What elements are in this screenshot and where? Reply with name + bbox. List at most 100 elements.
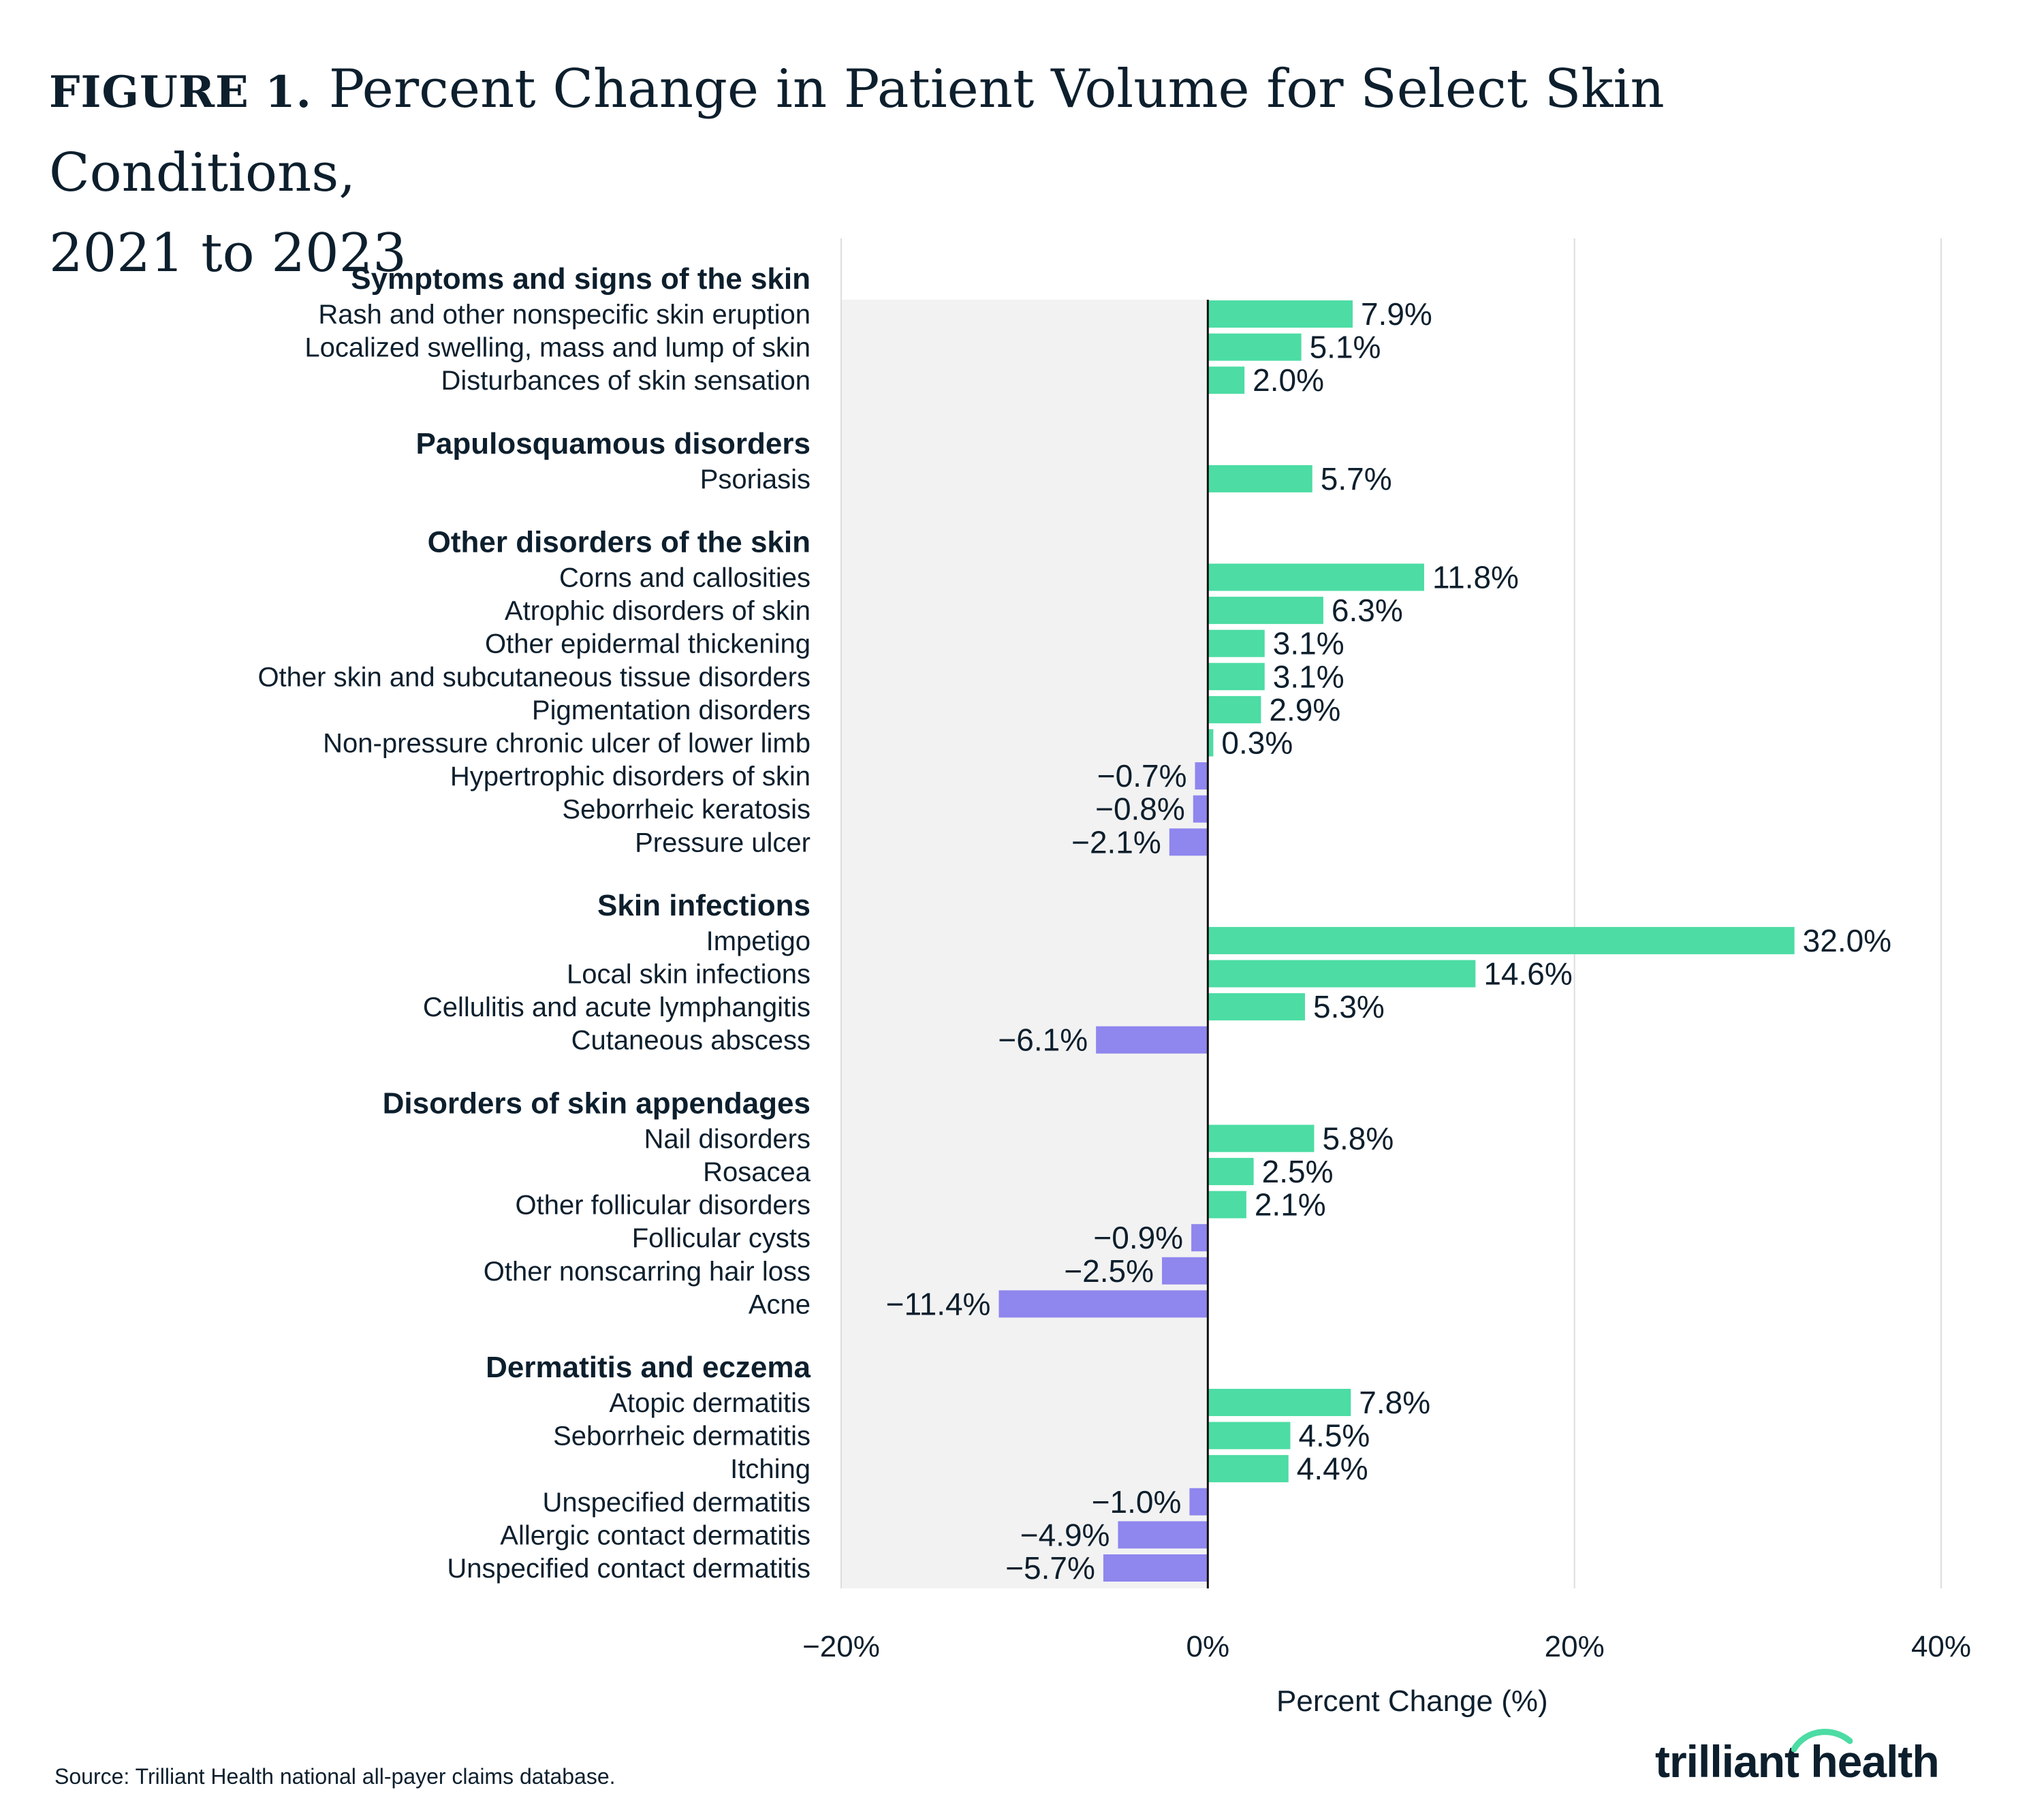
- bar-2-2: [1208, 629, 1265, 657]
- value-label-5-5: −5.7%: [1005, 1550, 1095, 1586]
- bar-4-5: [998, 1290, 1208, 1318]
- group-label-5: Dermatitis and eczema: [486, 1351, 811, 1384]
- category-label-2-8: Pressure ulcer: [635, 828, 811, 858]
- value-label-0-1: 5.1%: [1310, 330, 1381, 365]
- bar-3-2: [1208, 993, 1305, 1021]
- value-label-3-1: 14.6%: [1483, 956, 1572, 992]
- bar-4-0: [1208, 1125, 1315, 1152]
- category-label-2-3: Other skin and subcutaneous tissue disor…: [257, 662, 811, 692]
- category-label-4-4: Other nonscarring hair loss: [484, 1257, 811, 1287]
- bar-4-3: [1191, 1224, 1208, 1252]
- title-line-2: 2021 to 2023: [49, 223, 407, 284]
- bar-4-4: [1162, 1257, 1208, 1285]
- x-tick-label-3: 40%: [1911, 1630, 1971, 1663]
- bar-1-0: [1208, 465, 1312, 492]
- bar-2-6: [1195, 762, 1208, 790]
- bar-4-2: [1208, 1191, 1246, 1219]
- value-label-2-4: 2.9%: [1269, 692, 1340, 727]
- bar-3-1: [1208, 960, 1476, 988]
- bar-0-0: [1208, 300, 1353, 328]
- category-label-1-0: Psoriasis: [700, 465, 811, 495]
- category-label-4-2: Other follicular disorders: [516, 1191, 811, 1221]
- bar-2-5: [1208, 729, 1214, 757]
- value-label-2-7: −0.8%: [1095, 791, 1185, 827]
- value-label-0-2: 2.0%: [1253, 362, 1324, 398]
- category-label-5-1: Seborrheic dermatitis: [553, 1422, 811, 1452]
- value-label-3-3: −6.1%: [998, 1022, 1088, 1058]
- category-label-5-3: Unspecified dermatitis: [543, 1488, 811, 1518]
- x-tick-label-0: −20%: [802, 1630, 880, 1663]
- value-label-5-2: 4.4%: [1297, 1451, 1368, 1486]
- category-label-3-2: Cellulitis and acute lymphangitis: [423, 992, 811, 1022]
- value-label-3-2: 5.3%: [1313, 989, 1385, 1024]
- group-label-3: Skin infections: [597, 889, 811, 922]
- category-label-0-2: Disturbances of skin sensation: [441, 366, 811, 396]
- bar-5-5: [1103, 1554, 1208, 1582]
- bar-2-7: [1193, 795, 1208, 823]
- group-label-2: Other disorders of the skin: [428, 525, 811, 559]
- value-label-4-2: 2.1%: [1255, 1187, 1326, 1223]
- bar-3-3: [1096, 1026, 1208, 1054]
- x-tick-label-2: 20%: [1545, 1630, 1605, 1663]
- bar-5-1: [1208, 1422, 1291, 1449]
- value-label-2-2: 3.1%: [1273, 626, 1344, 661]
- category-label-5-5: Unspecified contact dermatitis: [447, 1554, 811, 1584]
- category-label-4-1: Rosacea: [703, 1157, 811, 1187]
- figure-prefix: FIGURE 1.: [49, 67, 312, 118]
- value-label-5-1: 4.5%: [1298, 1418, 1370, 1454]
- bar-2-4: [1208, 695, 1261, 723]
- category-label-3-3: Cutaneous abscess: [571, 1026, 811, 1056]
- bar-5-4: [1118, 1521, 1208, 1549]
- x-axis-title: Percent Change (%): [1276, 1684, 1548, 1718]
- category-label-2-0: Corns and callosities: [559, 563, 811, 593]
- value-label-5-4: −4.9%: [1020, 1517, 1110, 1552]
- value-label-4-4: −2.5%: [1064, 1253, 1154, 1289]
- category-label-2-2: Other epidermal thickening: [485, 629, 811, 659]
- negative-region-shading: [841, 300, 1208, 1588]
- group-label-4: Disorders of skin appendages: [383, 1086, 811, 1120]
- bar-2-8: [1169, 828, 1208, 856]
- value-label-2-1: 6.3%: [1332, 593, 1403, 628]
- category-label-3-0: Impetigo: [706, 926, 811, 956]
- category-label-2-6: Hypertrophic disorders of skin: [450, 762, 811, 791]
- category-label-5-0: Atopic dermatitis: [609, 1388, 811, 1418]
- bar-2-0: [1208, 563, 1424, 591]
- chart-title: FIGURE 1. Percent Change in Patient Volu…: [49, 49, 1956, 294]
- value-label-4-3: −0.9%: [1093, 1220, 1183, 1255]
- category-label-4-3: Follicular cysts: [632, 1223, 811, 1253]
- logo-swoosh-icon: [1791, 1729, 1853, 1753]
- group-label-0: Symptoms and signs of the skin: [351, 262, 811, 296]
- bar-2-3: [1208, 663, 1265, 691]
- value-label-0-0: 7.9%: [1361, 296, 1432, 332]
- category-label-0-0: Rash and other nonspecific skin eruption: [318, 300, 811, 330]
- value-label-5-0: 7.8%: [1359, 1385, 1430, 1420]
- bar-5-2: [1208, 1455, 1289, 1483]
- category-label-2-7: Seborrheic keratosis: [562, 795, 811, 825]
- value-label-4-5: −11.4%: [886, 1286, 991, 1321]
- title-line-1: Percent Change in Patient Volume for Sel…: [49, 59, 1665, 204]
- category-label-5-4: Allergic contact dermatitis: [500, 1520, 811, 1550]
- value-label-4-1: 2.5%: [1262, 1154, 1334, 1189]
- group-label-1: Papulosquamous disorders: [416, 427, 811, 460]
- value-label-4-0: 5.8%: [1322, 1120, 1394, 1156]
- bar-3-0: [1208, 926, 1795, 954]
- source-note: Source: Trilliant Health national all-pa…: [54, 1764, 616, 1789]
- category-label-5-2: Itching: [730, 1454, 811, 1484]
- bar-0-2: [1208, 366, 1245, 394]
- category-label-2-4: Pigmentation disorders: [532, 695, 811, 725]
- value-label-1-0: 5.7%: [1321, 461, 1392, 497]
- value-label-2-0: 11.8%: [1432, 559, 1519, 595]
- category-label-0-1: Localized swelling, mass and lump of ski…: [304, 333, 811, 363]
- bar-0-1: [1208, 333, 1302, 361]
- bar-5-0: [1208, 1388, 1351, 1416]
- value-label-3-0: 32.0%: [1803, 923, 1891, 958]
- category-label-3-1: Local skin infections: [567, 960, 811, 990]
- value-label-2-5: 0.3%: [1221, 725, 1293, 760]
- category-label-4-0: Nail disorders: [644, 1124, 811, 1154]
- bar-5-3: [1189, 1488, 1208, 1516]
- category-label-2-1: Atrophic disorders of skin: [505, 596, 811, 626]
- bar-4-1: [1208, 1157, 1254, 1185]
- category-label-4-5: Acne: [749, 1289, 811, 1319]
- value-label-5-3: −1.0%: [1092, 1484, 1182, 1520]
